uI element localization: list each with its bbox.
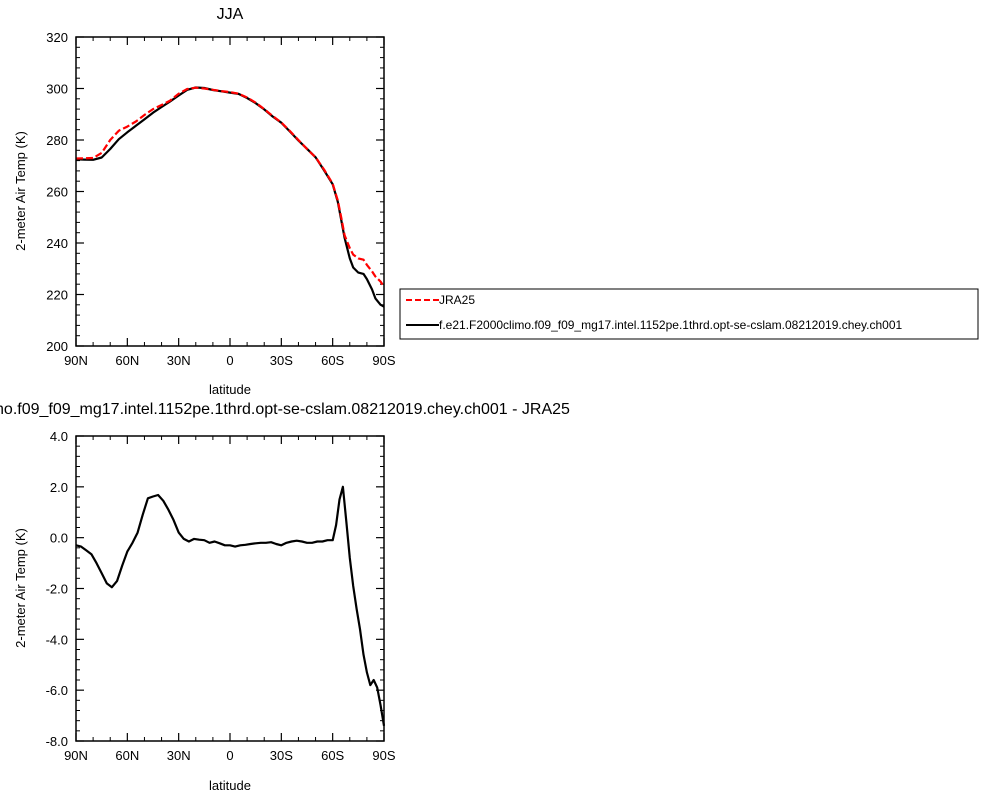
- x-tick-label: 60N: [115, 748, 139, 763]
- x-tick-label: 0: [226, 353, 233, 368]
- x-tick-label: 60S: [321, 353, 344, 368]
- y-tick-label: 320: [46, 30, 68, 45]
- series-line-bottom-0: [75, 485, 386, 726]
- x-tick-label: 30S: [270, 353, 293, 368]
- ticks-bottom: 90N 60N 30N 0 30S 60S 90S -8.0 -6.0 -4.0 -2.0 0.0 2.…: [46, 429, 396, 763]
- series-line-top-1: [75, 86, 385, 308]
- chart-title-bottom: f.e21.F2000climo.f09_f09_mg17.intel.1152…: [0, 401, 570, 418]
- legend: JRA25 f.e21.F2000climo.f09_f09_mg17.inte…: [399, 288, 979, 340]
- y-tick-label: 4.0: [50, 429, 68, 444]
- series-top: [75, 86, 385, 308]
- legend-box: [399, 288, 979, 340]
- ylabel-bottom: 2-meter Air Temp (K): [13, 528, 28, 648]
- panel-bottom-chart: f.e21.F2000climo.f09_f09_mg17.intel.1152…: [0, 401, 570, 793]
- series-line-top-0: [75, 86, 385, 288]
- y-tick-label: 280: [46, 133, 68, 148]
- y-axis-label-top: 2-meter Air Temp (K): [13, 131, 28, 251]
- series-bottom: [75, 485, 386, 726]
- panel-top-chart: JJA 2-meter Air Temp (K) latitude 90N 60N…: [13, 6, 396, 397]
- y-tick-label: 2.0: [50, 480, 68, 495]
- x-tick-label: 30S: [270, 748, 293, 763]
- plot-frame-bottom: [75, 435, 385, 742]
- x-tick-label: 30N: [167, 748, 191, 763]
- x-tick-label: 90S: [372, 748, 395, 763]
- ylabel-top: 2-meter Air Temp (K): [13, 131, 28, 251]
- y-tick-label: 220: [46, 288, 68, 303]
- y-tick-label: 300: [46, 82, 68, 97]
- y-tick-label: 260: [46, 185, 68, 200]
- legend-label-model: f.e21.F2000climo.f09_f09_mg17.intel.1152…: [439, 318, 903, 332]
- y-tick-label: 0.0: [50, 531, 68, 546]
- y-tick-label: -8.0: [46, 734, 68, 749]
- y-tick-label: -4.0: [46, 632, 68, 647]
- x-axis-label-bottom: latitude: [209, 778, 251, 793]
- x-tick-label: 0: [226, 748, 233, 763]
- y-tick-label: -6.0: [46, 683, 68, 698]
- plot-frame-top: [75, 36, 385, 347]
- legend-label-jra25: JRA25: [439, 293, 475, 307]
- y-tick-label: -2.0: [46, 582, 68, 597]
- x-axis-label-top: latitude: [209, 382, 251, 397]
- x-tick-label: 90S: [372, 353, 395, 368]
- x-tick-label: 60N: [115, 353, 139, 368]
- y-axis-label-bottom: 2-meter Air Temp (K): [13, 528, 28, 648]
- chart-title-top: JJA: [217, 6, 244, 23]
- x-tick-label: 90N: [64, 748, 88, 763]
- x-tick-label: 90N: [64, 353, 88, 368]
- y-tick-label: 240: [46, 236, 68, 251]
- y-tick-label: 200: [46, 339, 68, 354]
- ticks-top: 90N 60N 30N 0 30S 60S 90S 200 220 240 260 280 300 320: [46, 30, 396, 368]
- x-tick-label: 30N: [167, 353, 191, 368]
- x-tick-label: 60S: [321, 748, 344, 763]
